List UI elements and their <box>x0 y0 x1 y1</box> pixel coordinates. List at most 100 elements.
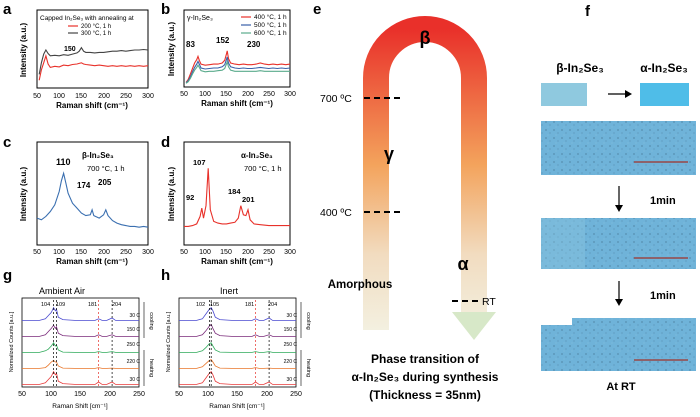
tick-label: 200 <box>242 91 254 98</box>
panel-title: Capped In₂Se₃ with annealing at <box>40 15 134 22</box>
peak-label: 150 <box>64 46 76 53</box>
time-step-label: 1min <box>650 290 676 302</box>
peak-label: 204 <box>268 302 277 308</box>
tick-label: 150 <box>74 391 86 398</box>
temperature-label: 150 C <box>284 327 298 333</box>
peak-label: 152 <box>216 36 230 45</box>
temperature-label: 220 C <box>284 359 298 365</box>
tick-label: 150 <box>220 91 232 98</box>
tick-label: 50 <box>33 93 41 100</box>
series-line <box>179 370 296 385</box>
tick-label: 200 <box>242 249 254 256</box>
tick-label: 100 <box>199 91 211 98</box>
x-axis-label: Raman shift (cm⁻¹) <box>201 257 273 266</box>
tick-label: 50 <box>18 391 26 398</box>
tick-label: 50 <box>175 391 183 398</box>
series-lines <box>38 46 149 81</box>
tick-label: 200 <box>104 391 116 398</box>
series-line <box>179 342 296 353</box>
plot-frame <box>178 297 297 388</box>
y-axis-label: Intensity (a.u.) <box>19 167 28 222</box>
tick-label: 200 <box>98 249 110 256</box>
condition-label: 700 °C, 1 h <box>244 164 282 173</box>
panel-g: g Ambient Air 104 109 181 204 30 C 150 C… <box>3 267 154 410</box>
series-lines <box>36 171 149 228</box>
panel-letter: b <box>161 1 170 18</box>
plot-frame <box>36 141 149 246</box>
series-line <box>22 324 139 337</box>
peak-label: 230 <box>247 40 261 49</box>
series-line <box>185 50 291 83</box>
time-arrow-head <box>615 299 623 306</box>
beta-label: β <box>420 28 431 48</box>
series-line <box>38 46 149 75</box>
plot-frame <box>183 141 291 246</box>
tick-label: 200 <box>261 391 273 398</box>
cooling-label: cooling <box>305 312 311 329</box>
y-axis-label: Normalized Counts [a.u.] <box>166 311 172 372</box>
temperature-label: 30 C <box>286 377 297 383</box>
tick-label: 250 <box>263 249 275 256</box>
rt-label: RT <box>482 296 496 308</box>
peak-label: 174 <box>77 181 91 190</box>
legend-label: 300 °C, 1 h <box>81 31 111 37</box>
legend-label: 200 °C, 1 h <box>81 24 111 30</box>
legend-label: 600 °C, 1 h <box>254 29 287 37</box>
x-axis-label: Raman shift (cm⁻¹) <box>201 99 273 108</box>
phase-front-region <box>541 218 585 269</box>
amorphous-label: Amorphous <box>328 279 393 291</box>
micrograph-1min <box>541 218 696 269</box>
series-line <box>179 323 296 337</box>
y-axis-label: Intensity (a.u.) <box>167 167 176 222</box>
panel-b: b γ-In₂Se₃ 400 °C, 1 h 500 °C, 1 h 600 °… <box>161 1 296 108</box>
series-line <box>22 342 139 353</box>
tick-label: 300 <box>284 91 296 98</box>
caption-line: α-In₂Se₃ during synthesis <box>352 370 499 384</box>
peak-label: 110 <box>56 157 71 167</box>
series-line <box>179 306 296 321</box>
peak-label: 104 <box>41 302 50 308</box>
peak-label: 102 <box>196 302 205 308</box>
phase-path <box>363 16 487 330</box>
tick-label: 50 <box>33 249 41 256</box>
series-lines <box>179 300 296 386</box>
tick-label: 300 <box>284 249 296 256</box>
tick-label: 100 <box>199 249 211 256</box>
condition-label: 700 °C, 1 h <box>87 164 125 173</box>
caption-line: (Thickness = 35nm) <box>369 388 481 402</box>
time-step-label: 1min <box>650 195 676 207</box>
panel-h: h Inert 102 105 181 204 30 C 150 C 250 C… <box>161 267 311 410</box>
plot-frame <box>36 9 149 89</box>
plot-frame <box>183 9 291 88</box>
x-axis-label: Raman Shift [cm⁻¹] <box>52 403 108 410</box>
series-line <box>185 56 291 84</box>
temp-700-label: 700 ºC <box>320 93 352 105</box>
tick-label: 150 <box>75 93 87 100</box>
x-axis-label: Raman shift (cm⁻¹) <box>56 101 128 110</box>
panel-letter: e <box>313 1 321 18</box>
series-line <box>36 171 149 228</box>
temperature-label: 150 C <box>127 327 141 333</box>
panel-d: d α-In₂Se₃ 700 °C, 1 h 92 107 184 201 50… <box>161 134 296 266</box>
peak-label: 204 <box>112 302 121 308</box>
tick-label: 250 <box>120 249 132 256</box>
panel-letter: h <box>161 267 170 284</box>
heating-label: heating <box>148 359 154 377</box>
tick-label: 150 <box>220 249 232 256</box>
series-lines <box>22 300 139 386</box>
temperature-label: 30 C <box>286 313 297 319</box>
tick-label: 100 <box>202 391 214 398</box>
peak-label: 181 <box>88 302 97 308</box>
peak-label: 107 <box>193 158 206 167</box>
micrograph-initial <box>541 121 696 175</box>
micrograph-2min <box>541 318 696 371</box>
cooling-label: cooling <box>148 312 154 329</box>
series-lines <box>185 50 291 84</box>
y-axis-label: Normalized Counts [a.u.] <box>9 311 15 372</box>
alpha-phase-label: α-In₂Se₃ <box>640 61 688 75</box>
series-line <box>179 359 296 369</box>
tick-label: 100 <box>53 249 65 256</box>
tick-label: 300 <box>142 93 154 100</box>
series-lines <box>184 168 290 227</box>
